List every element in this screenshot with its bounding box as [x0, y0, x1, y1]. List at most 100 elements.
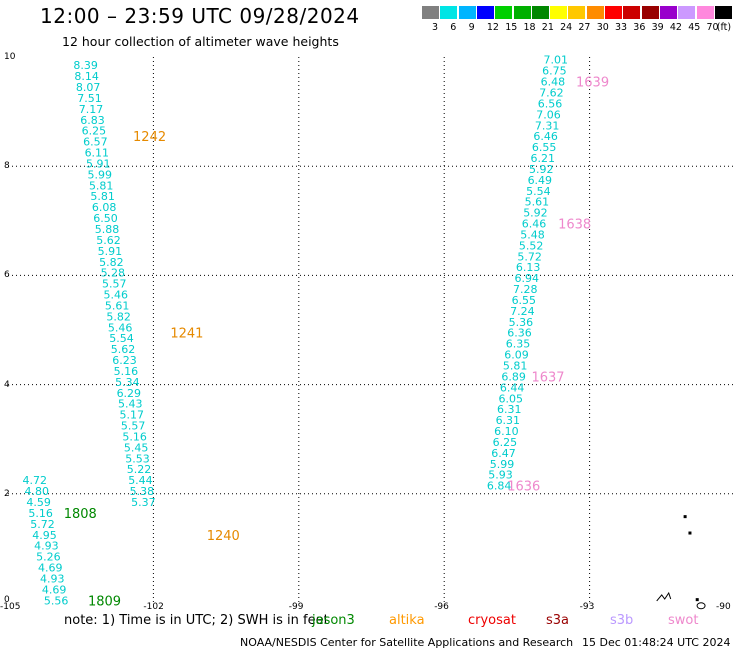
legend-swatch	[641, 6, 659, 19]
swh-value: 6.49	[528, 174, 553, 187]
island-outline	[683, 515, 687, 519]
legend-swatch	[605, 6, 622, 19]
swh-value: 5.88	[95, 223, 120, 236]
swh-value: 5.26	[36, 551, 61, 564]
satellite-legend-s3b: s3b	[610, 613, 634, 628]
swh-value: 6.08	[92, 201, 117, 214]
legend-label: 21	[541, 22, 554, 33]
swh-value: 6.94	[514, 272, 539, 285]
swh-value: 5.45	[124, 441, 148, 454]
legend-label: 6	[450, 22, 457, 33]
swh-value: 7.51	[77, 92, 102, 105]
legend-swatch	[696, 6, 714, 19]
swh-value: 8.39	[73, 59, 98, 72]
swh-value: 5.16	[122, 430, 147, 443]
footer-credit: NOAA/NESDIS Center for Satellite Applica…	[240, 636, 574, 649]
swh-value: 7.62	[539, 86, 564, 99]
swh-value: 6.35	[506, 338, 531, 351]
swh-value: 6.46	[533, 130, 558, 143]
swh-value: 6.13	[516, 261, 541, 274]
swh-value: 5.16	[114, 365, 139, 378]
legend-label: 3	[432, 22, 439, 33]
swh-value: 5.82	[99, 256, 124, 269]
swh-value: 7.06	[536, 108, 561, 121]
swh-value: 6.56	[538, 97, 563, 110]
note-text: note: 1) Time is in UTC; 2) SWH is in fe…	[64, 613, 329, 628]
swh-value: 5.81	[503, 359, 528, 372]
swh-value: 6.31	[497, 403, 522, 416]
swh-value: 5.81	[90, 190, 115, 203]
altimeter-tracks: 8.398.148.077.517.176.836.256.576.115.91…	[23, 54, 610, 610]
legend-swatch	[623, 6, 641, 19]
swh-value: 5.99	[87, 168, 112, 181]
swh-value: 5.93	[488, 469, 513, 482]
pass-time-label: 1242	[133, 130, 166, 145]
swh-value: 6.55	[532, 141, 557, 154]
legend-label: 9	[468, 22, 475, 33]
swh-value: 7.31	[535, 119, 560, 132]
legend-swatch	[495, 6, 513, 19]
legend-swatch	[659, 6, 677, 19]
swh-value: 6.21	[530, 152, 555, 165]
swh-value: 6.44	[500, 381, 524, 394]
pass-time-label: 1240	[207, 529, 240, 544]
swh-value: 6.36	[507, 327, 532, 340]
swh-value: 6.29	[117, 387, 142, 400]
swh-value: 5.57	[102, 278, 127, 291]
swh-value: 5.37	[131, 496, 156, 509]
pass-time-label: 1637	[531, 370, 564, 385]
swh-value: 5.61	[105, 299, 130, 312]
swh-value: 5.22	[127, 463, 152, 476]
swh-value: 6.23	[112, 354, 137, 367]
legend-swatch	[678, 6, 696, 19]
pass-time-label: 1808	[64, 507, 97, 522]
legend-swatch	[476, 6, 494, 19]
swh-value: 8.14	[74, 70, 99, 83]
swh-value: 5.56	[44, 594, 69, 607]
pass-time-label: 1809	[88, 594, 121, 609]
swh-value: 5.82	[106, 310, 130, 323]
y-tick-label: 8	[4, 161, 10, 172]
island-outline	[688, 531, 692, 535]
swh-value: 6.31	[496, 414, 521, 427]
satellite-legend-cryosat: cryosat	[468, 613, 516, 628]
y-tick-label: 2	[4, 488, 10, 499]
swh-value: 6.48	[541, 76, 566, 89]
swh-value: 4.69	[38, 562, 63, 575]
swh-value: 5.62	[96, 234, 121, 247]
swh-value: 6.25	[493, 436, 517, 449]
x-tick-label: -99	[288, 602, 304, 612]
island-outline	[696, 602, 706, 610]
swh-value: 5.53	[125, 452, 150, 465]
swh-value: 6.09	[504, 349, 529, 362]
swh-value: 5.92	[523, 207, 548, 220]
x-tick-label: -96	[434, 602, 449, 612]
swh-value: 6.46	[522, 218, 547, 231]
swh-value: 5.28	[101, 267, 126, 280]
swh-value: 6.50	[93, 212, 118, 225]
legend-label: 39	[651, 22, 664, 33]
swh-value: 4.59	[26, 496, 51, 509]
pass-time-label: 1639	[576, 76, 609, 91]
swh-value: 5.81	[89, 179, 114, 192]
legend-label: 12	[486, 22, 499, 33]
swh-value: 5.92	[529, 163, 554, 176]
swh-value: 5.46	[103, 289, 128, 302]
swh-value: 5.57	[121, 420, 146, 433]
map-subtitle: 12 hour collection of altimeter wave hei…	[62, 34, 339, 49]
legend-label: 18	[523, 22, 536, 33]
swh-value: 5.34	[115, 376, 139, 389]
swh-value: 5.46	[108, 321, 133, 334]
swh-value: 4.80	[24, 485, 49, 498]
legend-swatch	[550, 6, 568, 19]
legend-label: 36	[633, 22, 646, 33]
legend-swatch	[531, 6, 549, 19]
legend-label: 45	[688, 22, 701, 33]
legend-swatch	[586, 6, 604, 19]
pass-time-label: 1638	[558, 218, 591, 233]
legend-label: 30	[596, 22, 609, 33]
swh-value: 7.28	[513, 283, 538, 296]
swh-value: 6.75	[542, 65, 567, 78]
swh-value: 5.52	[519, 239, 544, 252]
